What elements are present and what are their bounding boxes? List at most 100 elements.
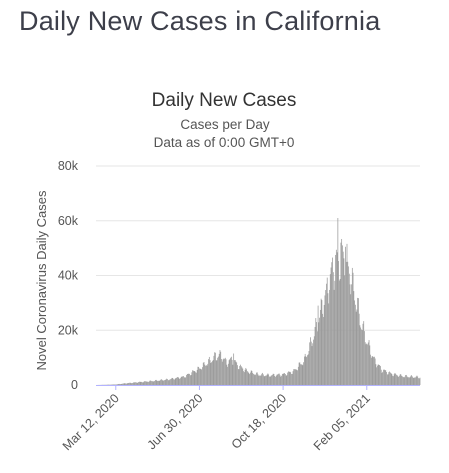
- bar: [224, 357, 226, 385]
- bar: [262, 374, 264, 385]
- x-tick-label: Feb 05, 2021: [311, 391, 373, 453]
- bar: [173, 379, 174, 385]
- bar: [344, 275, 346, 385]
- bar: [334, 280, 336, 385]
- bar: [264, 376, 266, 385]
- bar: [237, 369, 239, 385]
- bar: [341, 238, 343, 385]
- bar: [272, 373, 274, 385]
- bar: [410, 375, 412, 385]
- bar: [234, 360, 236, 385]
- bar: [299, 362, 301, 385]
- bar: [354, 304, 356, 385]
- bar: [116, 384, 118, 385]
- bar: [391, 374, 393, 385]
- bar: [201, 369, 203, 385]
- bar: [222, 359, 224, 385]
- bar: [325, 290, 327, 385]
- bar: [365, 344, 367, 385]
- bar: [297, 366, 299, 385]
- bar: [135, 382, 136, 385]
- bar: [269, 376, 270, 385]
- bar: [144, 381, 146, 385]
- bar: [301, 364, 303, 385]
- bar: [346, 243, 348, 385]
- bar: [151, 381, 152, 385]
- bar: [175, 378, 177, 385]
- bar: [116, 384, 117, 385]
- bar: [396, 375, 398, 385]
- bar: [402, 376, 404, 385]
- bar: [386, 372, 387, 385]
- bar: [192, 370, 194, 385]
- bar: [296, 370, 298, 385]
- bar: [130, 382, 132, 385]
- bar: [401, 375, 403, 385]
- bar: [162, 380, 164, 385]
- bar: [300, 364, 301, 385]
- bar: [262, 372, 263, 385]
- bar: [169, 379, 171, 385]
- bar: [417, 376, 419, 385]
- bar: [218, 356, 219, 385]
- bar: [327, 293, 329, 385]
- bar: [389, 371, 390, 385]
- bar: [304, 353, 306, 385]
- bar: [165, 379, 167, 385]
- bar: [227, 363, 229, 385]
- bar: [113, 384, 114, 385]
- bar: [328, 303, 330, 385]
- bar: [166, 378, 168, 385]
- bar: [306, 357, 308, 385]
- bar: [413, 377, 415, 385]
- bar: [351, 284, 352, 385]
- bar: [199, 368, 200, 385]
- bar: [168, 380, 170, 385]
- bar: [373, 356, 375, 385]
- bar: [208, 356, 210, 385]
- bar: [347, 261, 349, 385]
- page-title: Daily New Cases in California: [19, 6, 381, 36]
- bar: [388, 372, 390, 385]
- bar: [260, 375, 262, 385]
- y-tick-label: 20k: [58, 323, 79, 337]
- bar: [258, 375, 260, 385]
- bar: [234, 360, 235, 385]
- bar: [360, 327, 362, 385]
- bar: [142, 382, 143, 385]
- bar: [412, 377, 414, 385]
- bar: [322, 313, 324, 385]
- bar: [177, 377, 178, 385]
- bar: [269, 376, 271, 385]
- bar: [239, 365, 241, 385]
- bar: [358, 298, 359, 385]
- bar: [278, 373, 279, 385]
- bar: [134, 382, 136, 385]
- bar: [307, 355, 308, 385]
- bar: [267, 373, 269, 385]
- bar: [208, 359, 209, 385]
- bar: [326, 283, 327, 385]
- bar: [128, 382, 130, 385]
- bar: [277, 374, 279, 385]
- bar: [246, 369, 247, 385]
- bar: [415, 377, 416, 385]
- bar: [397, 376, 399, 385]
- bar: [180, 378, 181, 385]
- bar: [215, 360, 217, 385]
- bar: [393, 374, 395, 385]
- bar: [332, 272, 334, 385]
- y-axis-ticks: 0 20k 40k 60k 80k: [58, 159, 79, 392]
- bar: [383, 369, 384, 385]
- bar: [395, 373, 397, 385]
- bar: [362, 323, 364, 385]
- bar: [368, 340, 370, 385]
- bar: [254, 375, 256, 385]
- bar: [183, 376, 185, 385]
- bar: [355, 311, 357, 385]
- bar: [190, 375, 192, 385]
- bar: [265, 375, 267, 385]
- bar: [177, 376, 179, 385]
- bar: [351, 267, 353, 385]
- bar: [161, 379, 163, 385]
